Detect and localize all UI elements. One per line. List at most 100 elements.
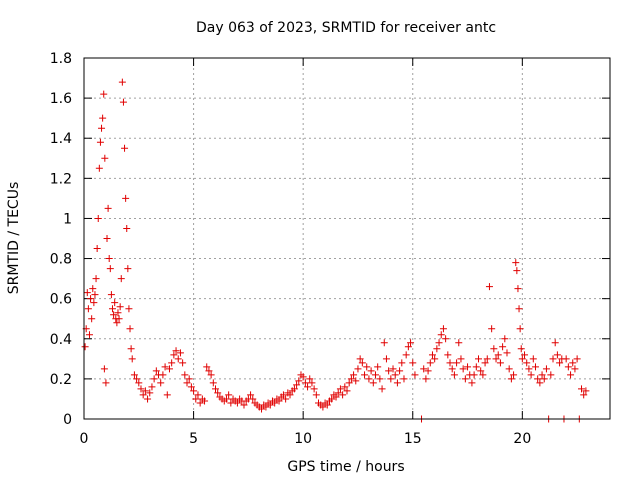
data-point [312, 391, 320, 399]
data-point [222, 395, 230, 403]
data-point [516, 325, 524, 333]
data-point [98, 124, 106, 132]
data-point [475, 355, 482, 363]
y-tick-label: 0 [63, 412, 72, 428]
y-tick-label: 1.4 [50, 131, 72, 147]
data-point [442, 335, 450, 343]
data-point [196, 399, 204, 407]
data-point [121, 144, 129, 152]
data-point [118, 78, 126, 86]
x-tick-label: 15 [404, 431, 422, 447]
data-point [100, 90, 108, 98]
data-point [389, 365, 397, 373]
data-point [279, 391, 287, 399]
data-point [450, 371, 458, 379]
data-point [354, 365, 362, 373]
data-point [571, 365, 579, 373]
data-point [578, 385, 586, 393]
data-point [130, 371, 138, 379]
data-point [523, 359, 531, 367]
data-point [371, 371, 379, 379]
data-point [339, 391, 347, 399]
data-point [391, 371, 399, 379]
data-point [123, 224, 131, 232]
data-point [499, 343, 507, 351]
data-point [163, 391, 171, 399]
data-point [271, 399, 279, 407]
data-point [428, 351, 436, 359]
data-point [194, 391, 202, 399]
data-point [361, 371, 369, 379]
data-point [275, 397, 283, 405]
data-point [185, 375, 193, 383]
data-point [536, 379, 544, 387]
data-point [306, 375, 314, 383]
data-point [91, 291, 99, 299]
data-point [174, 355, 182, 363]
data-point [461, 375, 469, 383]
data-point [203, 363, 211, 371]
data-point [479, 371, 487, 379]
data-point [93, 245, 101, 253]
data-point [514, 285, 522, 293]
data-point [122, 194, 130, 202]
data-point [258, 405, 266, 413]
data-point [582, 387, 590, 395]
y-tick-label: 0.8 [50, 252, 72, 268]
data-point [148, 383, 156, 391]
data-point [157, 379, 165, 387]
data-point [95, 164, 103, 172]
y-tick-label: 0.6 [50, 292, 72, 308]
data-point [382, 355, 390, 363]
data-point [209, 379, 217, 387]
data-point [214, 389, 222, 397]
data-point [225, 391, 233, 399]
data-point [293, 381, 301, 389]
data-point [328, 395, 336, 403]
data-point [352, 377, 360, 385]
data-point [547, 371, 555, 379]
data-points [81, 78, 590, 423]
data-point [89, 285, 97, 293]
data-point [553, 351, 561, 359]
data-point [341, 383, 349, 391]
data-point [266, 401, 274, 409]
y-tick-label: 1.6 [50, 91, 72, 107]
data-point [227, 399, 235, 407]
data-point [304, 383, 312, 391]
y-tick-label: 1.2 [50, 171, 72, 187]
data-point [85, 331, 93, 339]
data-point [133, 375, 141, 383]
data-point [106, 265, 114, 273]
data-point [146, 389, 154, 397]
data-point [580, 391, 588, 399]
data-point [170, 351, 178, 359]
data-point [181, 371, 189, 379]
data-point [549, 355, 557, 363]
data-point [376, 375, 384, 383]
data-point [126, 325, 134, 333]
data-point [503, 349, 511, 357]
data-point [183, 379, 191, 387]
data-point [127, 345, 135, 353]
data-point [119, 98, 127, 106]
data-point [556, 359, 564, 367]
data-point [84, 305, 92, 313]
data-point [396, 367, 404, 375]
data-point [365, 375, 373, 383]
data-point [448, 365, 456, 373]
data-point [104, 204, 112, 212]
data-point [205, 367, 213, 375]
y-tick-label: 0.2 [50, 372, 72, 388]
data-point [240, 401, 248, 409]
data-point [515, 305, 523, 313]
data-point [172, 347, 180, 355]
data-point [521, 351, 529, 359]
x-axis-label: GPS time / hours [287, 459, 404, 475]
data-point [358, 359, 366, 367]
data-point [501, 335, 509, 343]
data-point [404, 343, 412, 351]
data-point [212, 385, 219, 393]
data-point [453, 359, 461, 367]
data-point [422, 375, 430, 383]
